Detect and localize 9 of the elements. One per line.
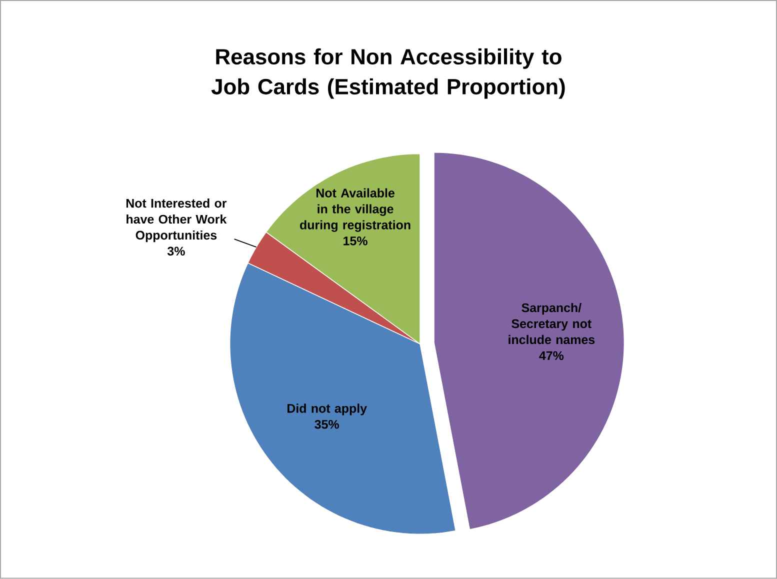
- slice-label: Did not apply: [288, 404, 367, 416]
- slice-label: Not Available in the village during registration: [300, 188, 410, 232]
- data-label: 47%: [539, 351, 564, 360]
- slice-label: Sarpanch/ Secretary not include names: [508, 303, 595, 344]
- data-label: 35%: [314, 420, 339, 429]
- chart-title: Reasons for Non Accessibility to Job Cards (Estimated Proportion): [211, 48, 565, 99]
- data-label: 3%: [167, 246, 185, 256]
- data-label: 15%: [344, 236, 368, 246]
- slice-label: Not Interested or have Other Work Opportunities: [126, 198, 227, 242]
